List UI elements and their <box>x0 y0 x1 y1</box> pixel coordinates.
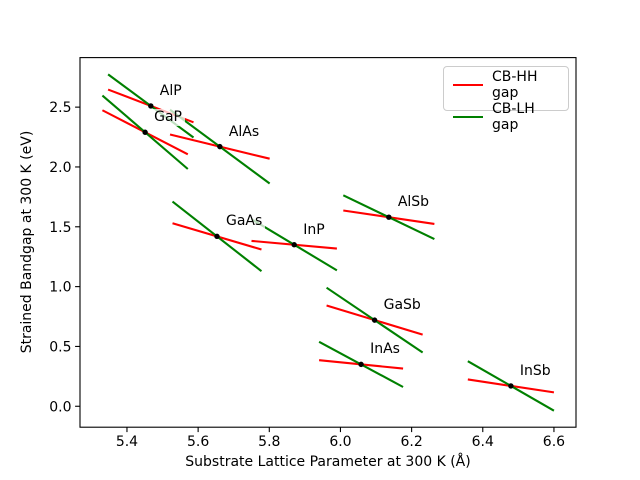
x-tick-label: 5.4 <box>116 434 138 450</box>
data-point-GaSb <box>371 317 378 323</box>
data-point-AlAs <box>217 143 223 150</box>
cb-hh-line-swatch <box>453 84 483 86</box>
x-axis-title: Substrate Lattice Parameter at 300 K (Å) <box>185 454 471 470</box>
data-point-InP <box>291 242 297 248</box>
y-tick-label: 1.5 <box>49 220 71 236</box>
y-tick-label: 0.0 <box>49 399 71 415</box>
x-tick-label: 6.0 <box>329 434 351 450</box>
data-point-InAs <box>358 361 364 368</box>
legend: CB-HH gap CB-LH gap <box>443 66 569 133</box>
cb-lh-line-swatch <box>453 116 483 118</box>
legend-label-cb-lh: CB-LH gap <box>492 101 535 133</box>
data-point-InSb <box>508 383 514 389</box>
axes-frame <box>79 57 577 428</box>
data-point-AlSb <box>386 214 392 220</box>
data-point-GaAs <box>214 233 220 240</box>
x-tick-label: 5.8 <box>258 434 280 450</box>
data-point-AlP <box>148 103 154 109</box>
legend-entry-cb-hh: CB-HH gap <box>453 69 559 101</box>
y-axis-title: Strained Bandgap at 300 K (eV) <box>19 130 35 354</box>
y-tick-label: 2.5 <box>49 100 71 116</box>
legend-label-cb-hh: CB-HH gap <box>492 69 538 101</box>
data-point-GaP <box>142 129 148 135</box>
x-tick-label: 6.6 <box>543 434 565 450</box>
x-tick-label: 5.6 <box>187 434 209 450</box>
legend-entry-cb-lh: CB-LH gap <box>453 101 559 133</box>
y-tick-label: 2.0 <box>49 160 71 176</box>
y-tick-label: 1.0 <box>49 280 71 296</box>
y-tick-label: 0.5 <box>49 339 71 355</box>
x-tick-label: 6.4 <box>472 434 494 450</box>
x-tick-label: 6.2 <box>400 434 422 450</box>
